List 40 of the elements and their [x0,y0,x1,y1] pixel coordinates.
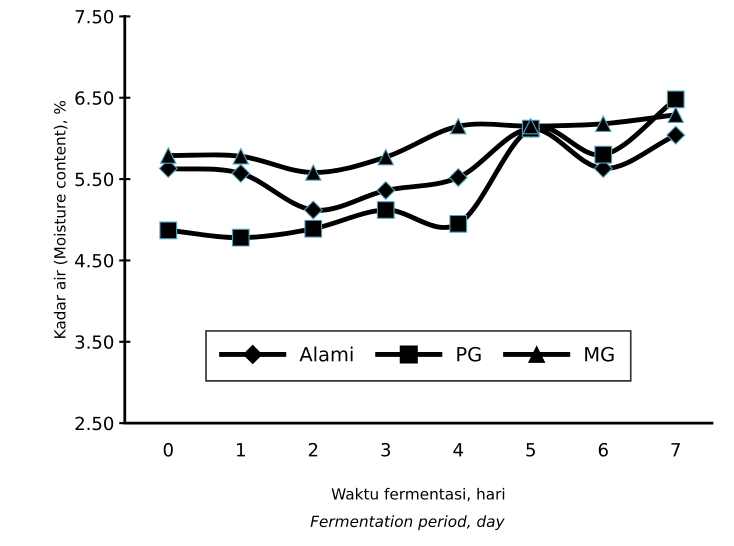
point [232,228,250,247]
point [522,118,539,134]
x-tick-label: 7 [671,443,680,456]
x-tick-label: 3 [381,442,390,457]
point [376,201,395,219]
point [449,214,468,233]
point [160,147,176,164]
point [448,168,468,187]
point [159,221,178,240]
y-tick-label: 6.50 [75,91,114,105]
text: Fermentation period, day [310,515,505,530]
y-tick-label: 5.50 [76,172,114,186]
point [232,148,249,164]
y-tick-label: 3.50 [76,335,114,349]
point [595,116,612,132]
point [594,146,612,164]
x-tick-label: 2 [308,442,318,456]
point [450,118,466,134]
point [378,148,394,166]
point [666,126,686,145]
point [376,181,396,200]
legend-label: MG [585,346,614,362]
y-tick-label: 7.50 [76,10,114,24]
point [304,220,322,238]
x-tick-label: 1 [237,443,245,456]
x-tick-label: 6 [598,442,608,457]
y-tick-label: 4.50 [75,254,114,268]
point [666,90,685,108]
y-tick-label: 2.50 [75,416,114,430]
x-tick-label: 4 [453,443,463,456]
point [305,164,322,181]
point [668,106,684,124]
x-tick-label: 5 [526,443,535,457]
y-axis-title: Kadar air (Moisture content), % [54,100,68,338]
point [304,200,323,220]
x-tick-label: 0 [164,442,173,457]
point [231,164,250,183]
x-axis-title: Waktu fermentasi, hari [332,488,504,502]
legend-label: Alami [300,346,352,362]
legend-label: PG [457,346,481,362]
